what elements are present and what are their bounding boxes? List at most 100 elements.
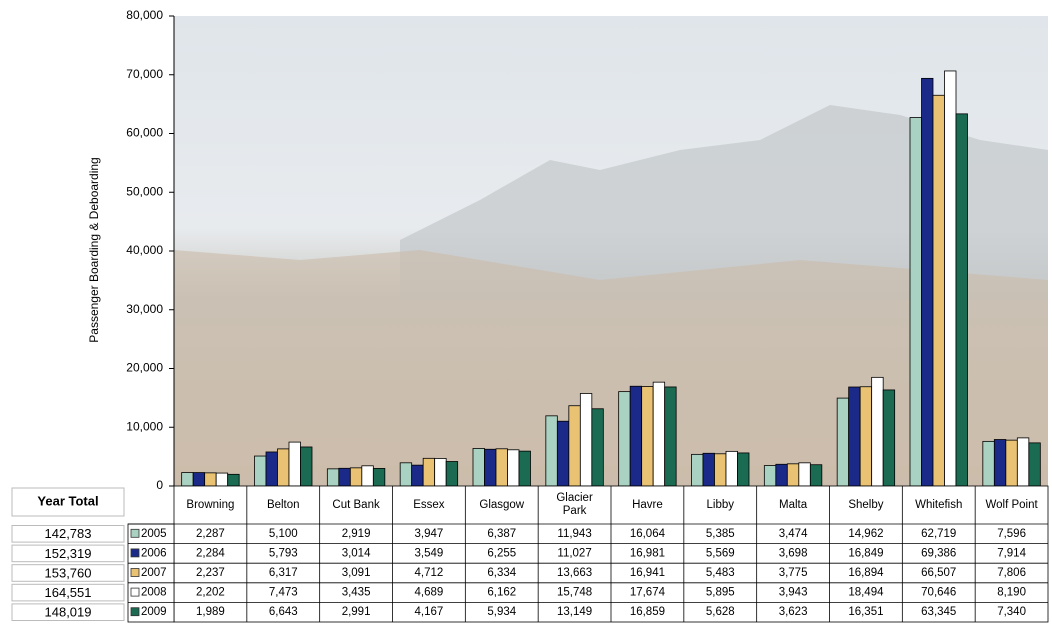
y-tick-label: 20,000 [126,361,163,375]
table-value: 5,793 [269,547,298,559]
table-value: 16,941 [630,567,665,579]
bar [445,461,459,487]
table-value: 7,806 [997,567,1026,579]
table-value: 5,100 [269,528,298,540]
bar [944,70,957,487]
table-value: 5,569 [706,547,735,559]
bar [399,462,413,487]
table-value: 3,623 [779,606,808,618]
y-tick-label: 10,000 [126,419,163,433]
year-total: 142,783 [45,526,92,541]
table-value: 13,663 [557,567,592,579]
bar [714,453,727,487]
bar [725,450,738,487]
y-tick-label: 50,000 [126,184,163,198]
bar [411,464,424,487]
y-axis-label: Passenger Boarding & Deboarding [87,157,101,342]
bar [361,465,374,487]
y-tick-label: 60,000 [126,126,163,140]
bar [786,463,800,487]
table-value: 3,698 [779,547,808,559]
bar [618,391,631,487]
year-total-header: Year Total [37,493,98,508]
bar [921,77,934,487]
total-box [11,564,125,582]
table-value: 66,507 [921,567,956,579]
bar [848,386,861,487]
table-value: 3,435 [342,587,371,599]
table-value: 63,345 [921,606,956,618]
table-value: 17,674 [630,587,666,599]
category-label: Cut Bank [332,498,380,511]
table-value: 7,596 [997,528,1026,540]
bar [227,473,240,487]
bar [775,463,788,487]
y-tick-label: 30,000 [126,302,163,316]
bar [545,415,558,487]
table-value: 6,643 [269,606,298,618]
table-value: 16,064 [630,528,666,540]
table-value: 6,317 [269,567,298,579]
table-value: 69,386 [921,547,956,559]
table-value: 2,284 [196,547,225,559]
bar [737,452,750,487]
table-value: 1,989 [196,606,225,618]
bar [300,446,313,487]
table-value: 2,991 [342,606,371,618]
table-value: 3,014 [342,547,371,559]
y-tick-label: 70,000 [126,67,163,81]
table-value: 6,255 [487,547,516,559]
total-box [11,583,125,602]
bar [641,386,654,487]
bar [181,472,194,487]
table-value: 2,237 [196,567,225,579]
bar [326,468,340,487]
table-value: 62,719 [921,528,956,540]
year-total: 164,551 [45,585,92,600]
y-tick-label: 0 [156,478,163,492]
table-value: 2,202 [196,587,225,599]
bar [763,465,777,487]
category-label: Essex [413,498,445,511]
total-box [11,544,125,563]
table-value: 16,981 [630,547,665,559]
y-tick-label: 80,000 [126,8,163,22]
category-label: Libby [706,498,735,511]
table-value: 6,334 [487,567,516,579]
category-label: Havre [632,498,663,511]
legend-swatch [130,568,140,577]
table-value: 16,849 [848,547,883,559]
y-tick-label: 40,000 [126,243,163,257]
legend-label: 2005 [141,528,167,540]
table-value: 5,483 [706,567,735,579]
table-value: 3,091 [342,567,371,579]
bar [664,386,677,487]
bar [1005,439,1018,487]
category-label: Glasgow [479,498,525,511]
total-box [11,525,125,543]
table-value: 4,712 [415,567,444,579]
total-box [11,603,125,622]
mountain [400,105,1048,300]
bar [349,467,363,487]
bar [422,457,436,487]
table-value: 5,934 [487,606,516,618]
table-value: 15,748 [557,587,592,599]
year-total: 148,019 [45,605,92,620]
table-value: 3,474 [779,528,808,540]
bar [556,420,570,487]
bar [192,472,206,487]
table-value: 70,646 [921,587,956,599]
bar [277,448,290,487]
bar [591,408,604,487]
table-value: 11,027 [557,547,591,559]
bar [288,441,301,487]
bar [568,405,581,487]
bar [702,452,715,487]
table-value: 2,919 [342,528,371,540]
bar [982,440,995,487]
bar [932,94,945,487]
table-value: 13,149 [557,606,592,618]
bar [254,455,267,487]
